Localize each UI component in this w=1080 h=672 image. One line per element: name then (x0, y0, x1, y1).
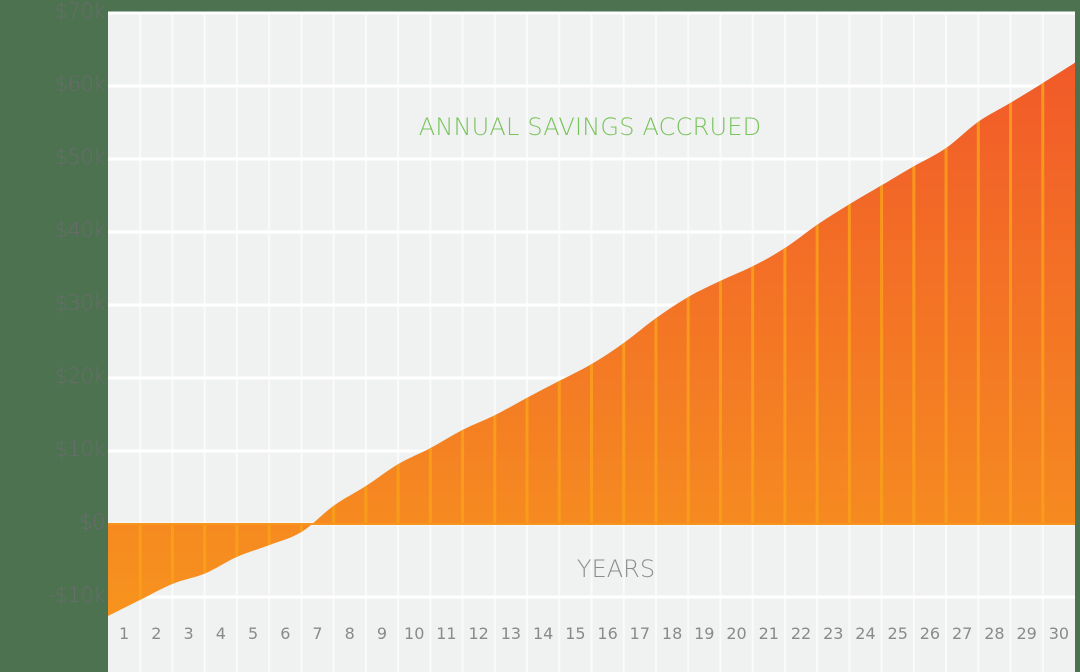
x-tick-label: 15 (565, 624, 586, 643)
y-tick-label: $10k (54, 437, 106, 461)
zero-baseline (108, 523, 1075, 525)
x-tick-label: 5 (247, 624, 259, 643)
column-gridline (300, 14, 303, 672)
column-gridline (526, 14, 529, 672)
gridline (108, 84, 1075, 88)
x-tick-label: 29 (1016, 624, 1037, 643)
gridline (108, 230, 1075, 234)
x-tick-label: 2 (151, 624, 162, 643)
x-tick-label: 6 (280, 624, 291, 643)
x-tick-label: 18 (661, 624, 683, 643)
y-tick-label: $40k (54, 218, 106, 242)
x-tick-label: 17 (629, 624, 651, 643)
savings-area (108, 62, 1075, 616)
column-gridline (493, 14, 496, 672)
x-tick-label: 19 (694, 624, 715, 643)
x-tick-label: 22 (790, 624, 812, 643)
x-tick-label: 1 (119, 624, 130, 643)
x-tick-label: 4 (215, 624, 226, 643)
column-gridline (332, 14, 335, 672)
x-tick-label: 8 (344, 624, 355, 643)
x-tick-label: 21 (758, 624, 779, 643)
x-tick-label: 11 (436, 624, 457, 643)
x-tick-label: 16 (597, 624, 618, 643)
x-tick-label: 27 (951, 624, 973, 643)
x-tick-label: 23 (823, 624, 844, 643)
y-tick-label: $30k (54, 291, 106, 315)
y-tick-label: $70k (54, 0, 106, 23)
x-tick-label: 25 (887, 624, 908, 643)
column-gridline (235, 14, 238, 672)
x-tick-label: 26 (919, 624, 941, 643)
column-gridline (203, 14, 206, 672)
x-tick-label: 30 (1048, 624, 1070, 643)
x-tick-label: 24 (855, 624, 876, 643)
chart-title: ANNUAL SAVINGS ACCRUED (418, 113, 762, 141)
gridline (108, 303, 1075, 307)
column-gridline (171, 14, 174, 672)
column-gridline (461, 14, 464, 672)
gridline (108, 157, 1075, 161)
y-tick-label: $60k (54, 72, 106, 96)
gridline (108, 11, 1075, 15)
y-tick-label: $20k (54, 364, 106, 388)
x-tick-label: 13 (500, 624, 522, 643)
x-tick-label: 10 (404, 624, 425, 643)
column-gridline (429, 14, 432, 672)
column-gridline (558, 14, 561, 672)
x-tick-label: 28 (984, 624, 1005, 643)
column-gridline (590, 14, 593, 672)
gridline (108, 595, 1075, 599)
x-tick-label: 7 (312, 624, 323, 643)
x-tick-label: 14 (532, 624, 554, 643)
x-tick-label: 3 (183, 624, 194, 643)
y-tick-label: -$10k (47, 583, 106, 607)
x-axis-title: YEARS (576, 555, 656, 583)
x-tick-label: 20 (726, 624, 747, 643)
column-gridline (397, 14, 400, 672)
column-gridline (139, 14, 142, 672)
x-tick-label: 9 (376, 624, 388, 643)
column-gridline (364, 14, 367, 672)
x-tick-label: 12 (468, 624, 489, 643)
y-tick-label: $0 (79, 510, 105, 534)
column-gridline (268, 14, 271, 672)
y-tick-label: $50k (54, 145, 106, 169)
